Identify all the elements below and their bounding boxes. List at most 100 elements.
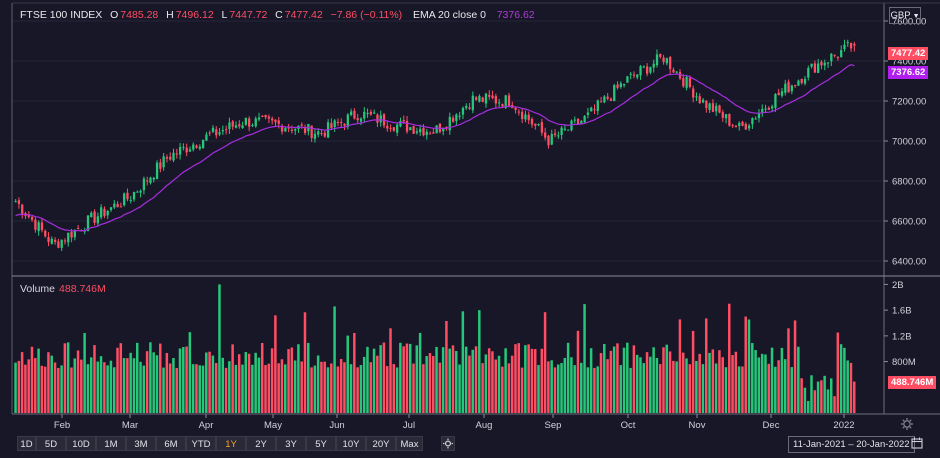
time-tick-label: Jun [329,420,344,431]
volume-bar [681,352,685,413]
volume-bar [747,319,751,413]
tab-2y[interactable]: 2Y [246,436,276,451]
candle-body [718,105,721,113]
ema-line [15,64,855,232]
volume-bar [182,347,185,413]
candle-body [109,207,113,210]
volume-bar [205,352,208,413]
volume-bar [362,356,366,413]
tab-1d[interactable]: 1D [17,436,36,451]
candle-body [843,44,846,50]
candle-body [619,83,622,88]
volume-bar [800,378,803,413]
candle-body [40,222,44,231]
candle-body [30,216,34,220]
volume-bar [20,352,24,413]
volume-bar [267,363,271,413]
volume-bar [711,349,715,413]
tab-3m[interactable]: 3M [126,436,156,451]
volume-bar [237,354,241,413]
volume-bar [24,364,27,413]
volume-bar [432,356,435,413]
tab-10d[interactable]: 10D [66,436,96,451]
candle-body [21,204,24,214]
volume-bar [833,396,836,413]
chart-settings-button[interactable] [441,436,455,451]
currency-selector[interactable]: GBP ▼ [889,7,921,24]
candle-body [823,62,826,66]
volume-bar [606,359,609,413]
candle-body [632,74,636,76]
tab-3y[interactable]: 3Y [276,436,306,451]
tab-5d[interactable]: 5D [36,436,66,451]
volume-bar [494,359,497,413]
tab-1m[interactable]: 1M [96,436,126,451]
candle-body [626,76,629,83]
volume-bar [47,352,50,413]
candle-body [425,131,428,136]
candle-body [494,96,497,104]
volume-bar [57,367,60,413]
date-range-display[interactable]: 11-Jan-2021 – 20-Jan-2022 [788,436,915,453]
volume-bar [497,355,501,413]
volume-bar [530,348,534,413]
volume-bar [247,353,251,413]
price-tick-label: 7200.00 [892,97,926,108]
volume-bar [642,363,645,413]
candle-body [419,128,422,133]
candle-body [646,66,649,74]
candle-body [741,122,744,126]
candle-body [797,80,800,86]
candle-body [724,114,728,119]
candle-body [544,132,547,138]
volume-bar [142,365,146,413]
candle-body [182,146,185,148]
volume-bar [228,361,231,413]
tab-1y[interactable]: 1Y [216,436,246,451]
candle-body [155,162,159,179]
candle-body [208,132,211,134]
volume-bar [543,312,547,413]
tab-5y[interactable]: 5Y [306,436,336,451]
volume-bar [316,355,320,413]
tab-10y[interactable]: 10Y [336,436,366,451]
candle-body [119,206,123,208]
candle-body [636,74,639,78]
candle-body [76,227,80,229]
candle-body [392,127,396,131]
tab-20y[interactable]: 20Y [366,436,396,451]
gear-icon[interactable] [900,417,914,431]
candle-body [695,96,698,98]
tab-ytd[interactable]: YTD [186,436,216,451]
candle-body [277,120,280,124]
candle-body [205,134,208,141]
volume-bar [668,351,672,413]
volume-tick-label: 1.2B [892,331,912,342]
volume-bar [622,347,626,413]
candle-body [754,118,757,120]
volume-bar [458,364,461,413]
volume-bar [234,364,238,413]
volume-bar [80,359,83,413]
candle-body [560,127,563,136]
calendar-icon[interactable] [911,437,923,449]
candle-body [343,123,346,126]
volume-bar [609,350,613,413]
candle-body [665,58,669,64]
candle-body [300,124,303,126]
candle-body [294,129,297,131]
volume-bar [356,367,359,413]
price-legend: FTSE 100 INDEX O 7485.28 H 7496.12 L 7447.7… [20,9,537,21]
tab-max[interactable]: Max [396,436,423,451]
tab-6m[interactable]: 6M [156,436,186,451]
volume-label: Volume [20,283,56,295]
volume-bar [533,349,537,413]
volume-bar [208,351,211,413]
volume-bar [787,328,790,413]
volume-bar [487,348,491,413]
volume-bar [260,342,264,413]
volume-bar [129,352,132,413]
candle-body [27,214,30,217]
volume-bar [550,360,553,413]
